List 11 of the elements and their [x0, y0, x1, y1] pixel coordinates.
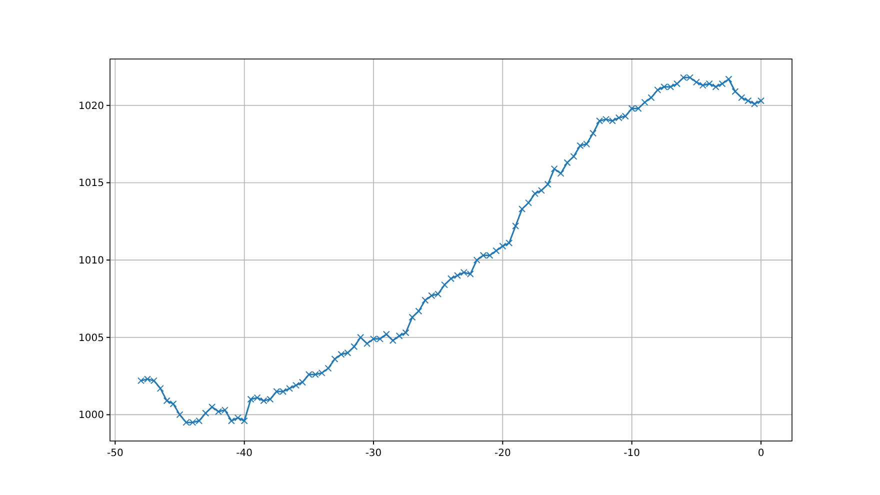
y-tick-label: 1015	[78, 178, 104, 190]
y-tick-label: 1010	[78, 256, 104, 267]
x-tick-label: -10	[624, 448, 640, 459]
y-tick-label: 1000	[78, 410, 104, 422]
x-tick-label: 0	[758, 448, 764, 459]
x-tick-label: -20	[494, 448, 511, 459]
x-tick-label: -50	[106, 448, 124, 459]
y-tick-label: 1005	[78, 332, 104, 344]
x-tick-label: -40	[236, 448, 253, 459]
y-tick-label: 1020	[78, 100, 104, 112]
x-tick-label: -30	[365, 448, 382, 459]
